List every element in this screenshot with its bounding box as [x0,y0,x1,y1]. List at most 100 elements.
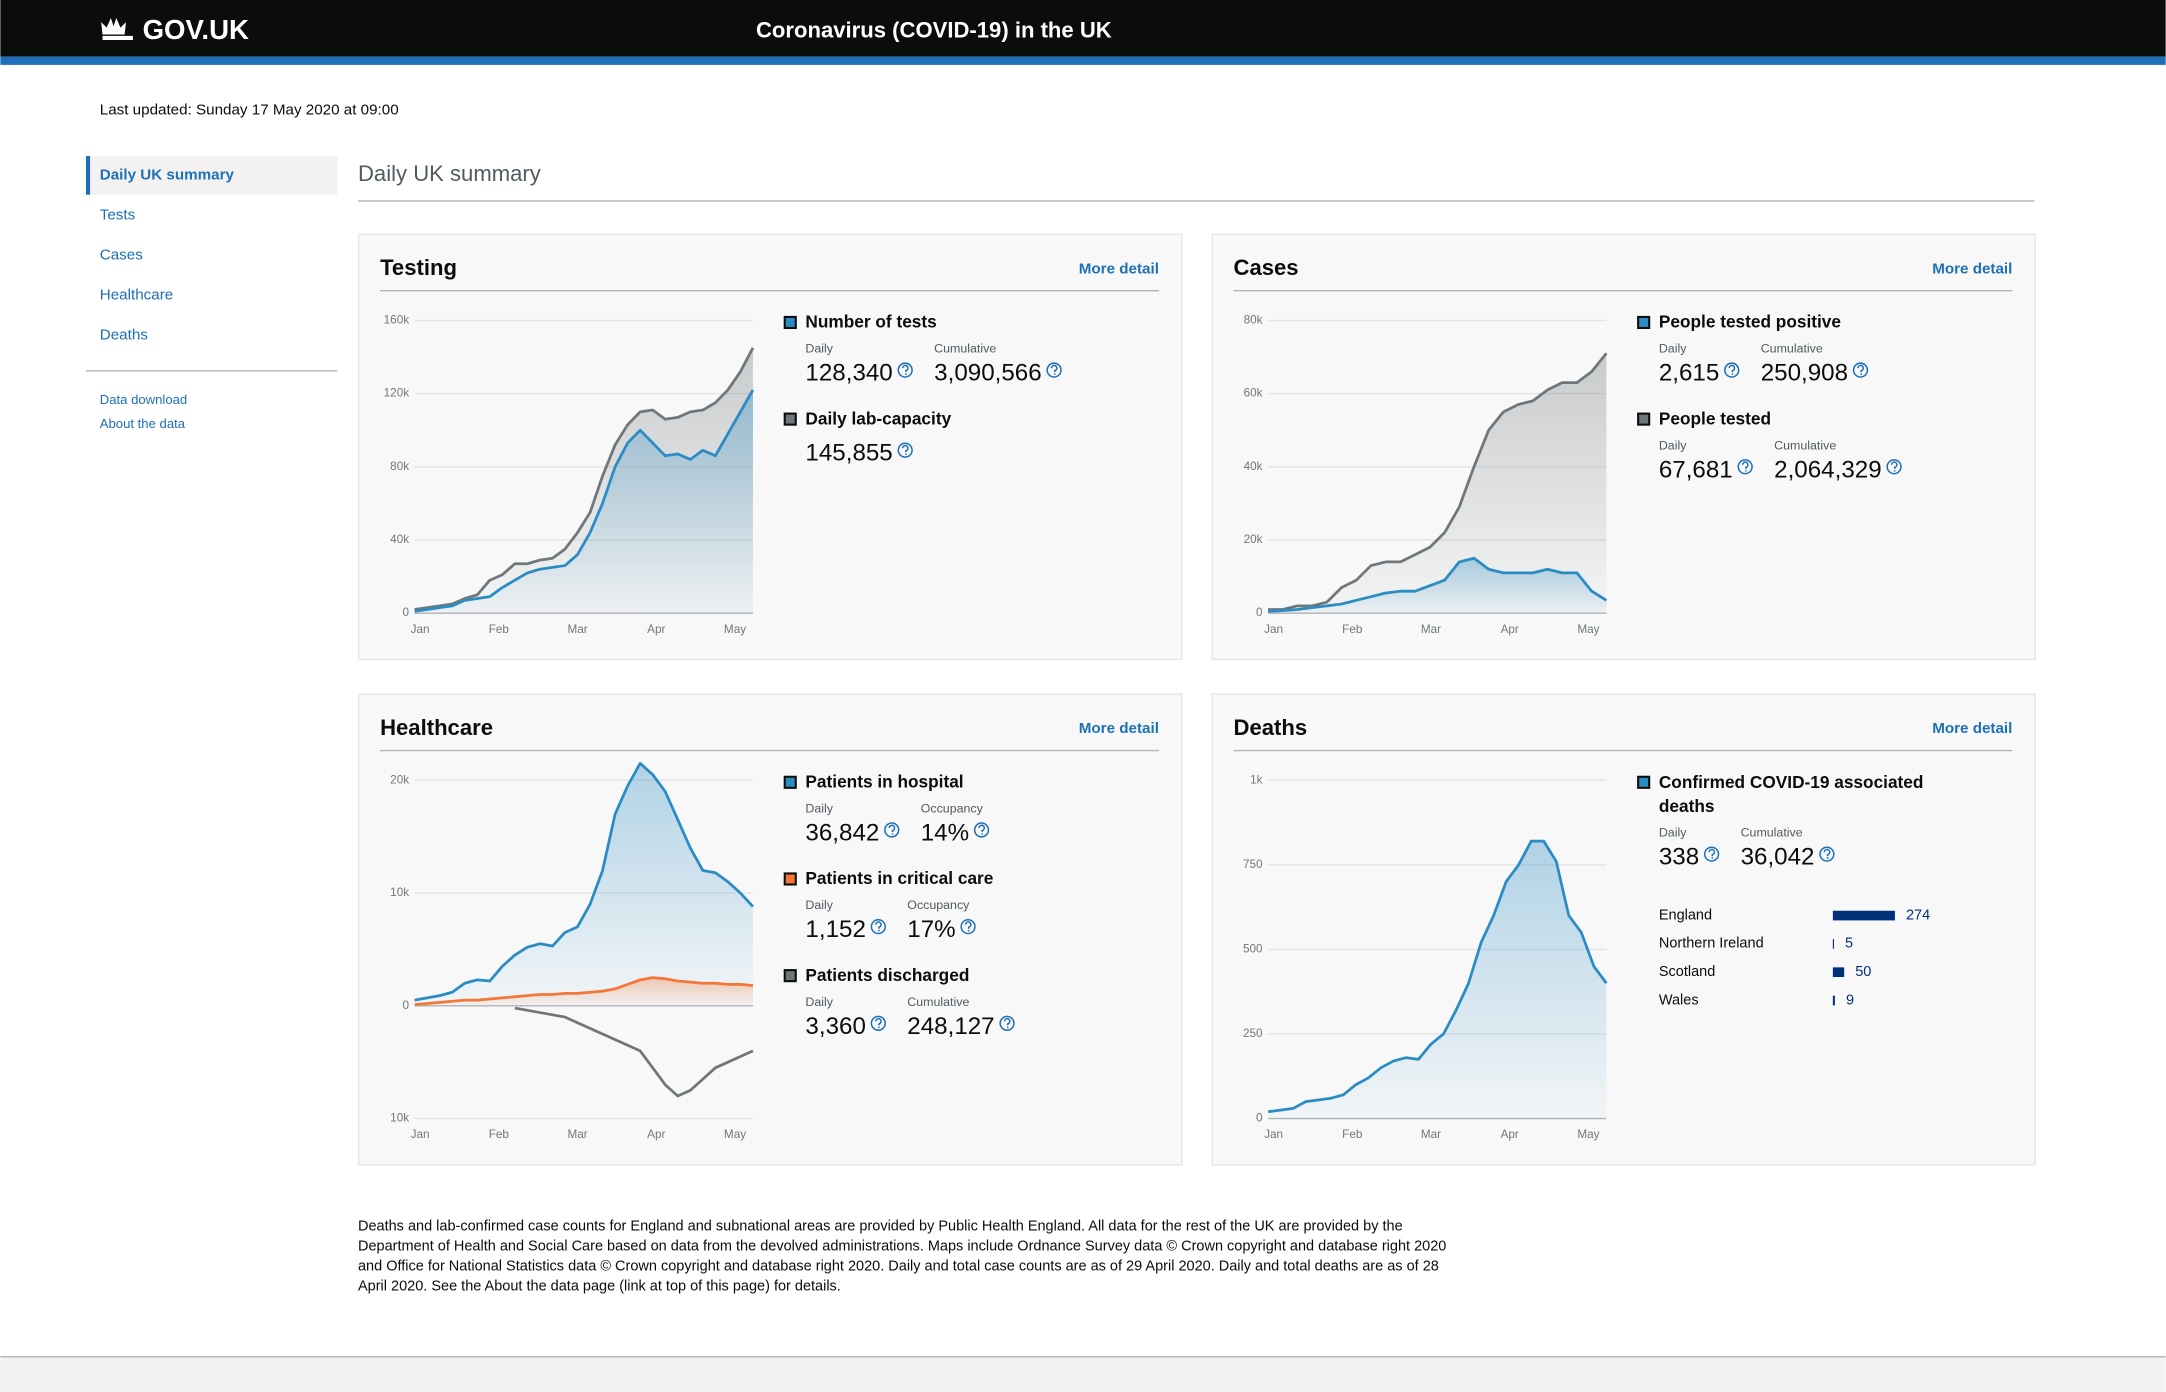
stat-value: 17% [907,916,955,943]
y-tick-label: 80k [390,460,409,473]
footer [0,1356,2166,1392]
x-tick-label: Apr [1501,623,1519,636]
x-tick-label: May [1577,1128,1599,1141]
nav-item[interactable]: Healthcare [100,287,173,304]
area-shade [1268,841,1607,1119]
nav-item[interactable]: Tests [100,206,136,223]
help-icon-dot [1893,469,1896,472]
help-icon-mark [1823,848,1831,857]
stat-value: 250,908 [1761,360,1848,387]
help-icon [897,442,913,458]
more-detail-link[interactable]: More detail [1079,260,1159,277]
stat-label: Occupancy [921,802,984,816]
y-tick-label: 1k [1250,773,1263,786]
help-icon-dot [1860,373,1863,375]
x-tick-label: Mar [567,1128,587,1141]
help-icon-mark [875,1017,882,1026]
more-detail-link[interactable]: More detail [1932,720,2012,737]
breakdown-bar [1832,967,1845,978]
stat-label: Daily [805,995,833,1009]
help-icon-mark [978,824,986,833]
nav-link[interactable]: Data download [100,392,187,407]
x-tick-label: Jan [1264,623,1283,636]
y-tick-label: 0 [1256,606,1263,619]
nav-link[interactable]: About the data [100,416,186,431]
nav-active-bar [85,156,91,195]
logo-text[interactable]: GOV.UK [143,14,249,45]
breakdown-value: 5 [1845,936,1853,952]
help-icon [870,1015,886,1031]
x-tick-label: Apr [647,1128,665,1141]
legend-square [783,412,797,426]
breakdown-label: Scotland [1659,964,1715,980]
stat-label: Cumulative [1774,438,1836,452]
more-detail-link[interactable]: More detail [1932,260,2012,277]
x-tick-label: Feb [489,1128,510,1141]
nav-item[interactable]: Deaths [100,327,149,344]
help-icon-dot [891,833,894,835]
nav-item[interactable]: Daily UK summary [100,166,235,183]
x-tick-label: May [724,1128,746,1141]
breakdown-label: Wales [1659,992,1699,1008]
help-icon-mark [1003,1017,1011,1026]
help-icon-dot [1826,857,1829,859]
y-tick-label: 20k [390,773,409,786]
card [1211,693,2036,1166]
data-line [1267,839,1608,1114]
stat-name: Patients in critical care [805,868,993,888]
card-title: Testing [380,255,457,280]
help-icon-mark [1728,364,1736,373]
area-shade [1268,558,1607,614]
y-tick-label: 40k [390,533,409,546]
help-icon [973,822,990,838]
stat-name: Number of tests [805,312,936,332]
data-line [414,761,754,1002]
x-tick-label: May [1577,623,1599,636]
stat-label: Daily [1659,342,1687,356]
y-tick-label: 120k [384,387,410,400]
help-icon-mark [1857,364,1864,373]
header-title: Coronavirus (COVID-19) in the UK [756,18,1112,43]
text-line: and Office for National Statistics data … [358,1258,1443,1274]
data-line [414,389,755,613]
stat-value: 338 [1659,844,1699,871]
stat-label: Daily [1659,826,1687,840]
help-icon-mark [1050,364,1058,373]
help-icon-mark [1708,848,1716,857]
y-tick-label: 60k [1244,387,1263,400]
stat-label: Occupancy [907,898,970,912]
stat-value: 128,340 [805,360,892,387]
breakdown-label: England [1659,907,1712,923]
more-detail-link[interactable]: More detail [1079,720,1159,737]
y-tick-label: 0 [1256,1112,1263,1125]
legend-square [1637,775,1651,789]
y-tick-label: 160k [384,313,410,326]
help-icon-dot [1711,857,1714,859]
x-tick-label: May [724,623,746,636]
area-shade [414,389,753,614]
help-icon-dot [1745,469,1747,472]
stat-label: Daily [805,898,833,912]
breakdown-label: Northern Ireland [1659,936,1764,952]
help-icon [999,1015,1015,1031]
x-tick-label: Jan [411,623,430,636]
stat-value: 14% [921,819,969,846]
card-title: Healthcare [380,715,493,740]
x-tick-label: Feb [489,623,510,636]
y-tick-label: 10k [390,1112,409,1125]
help-icon [1703,846,1720,862]
stat-name: Patients in hospital [805,772,963,792]
nav-item[interactable]: Cases [100,246,143,263]
data-line [414,976,754,1007]
help-icon-dot [878,929,880,932]
x-tick-label: Mar [567,623,587,636]
legend-square [783,969,797,983]
stat-value: 36,842 [805,819,879,846]
stat-value: 1,152 [805,916,865,943]
help-icon [960,918,976,935]
help-icon-mark [1741,461,1749,469]
stat-label: Cumulative [907,995,969,1009]
stat-value: 67,681 [1659,456,1733,483]
legend-square [783,315,797,330]
area-shade [1268,353,1607,614]
